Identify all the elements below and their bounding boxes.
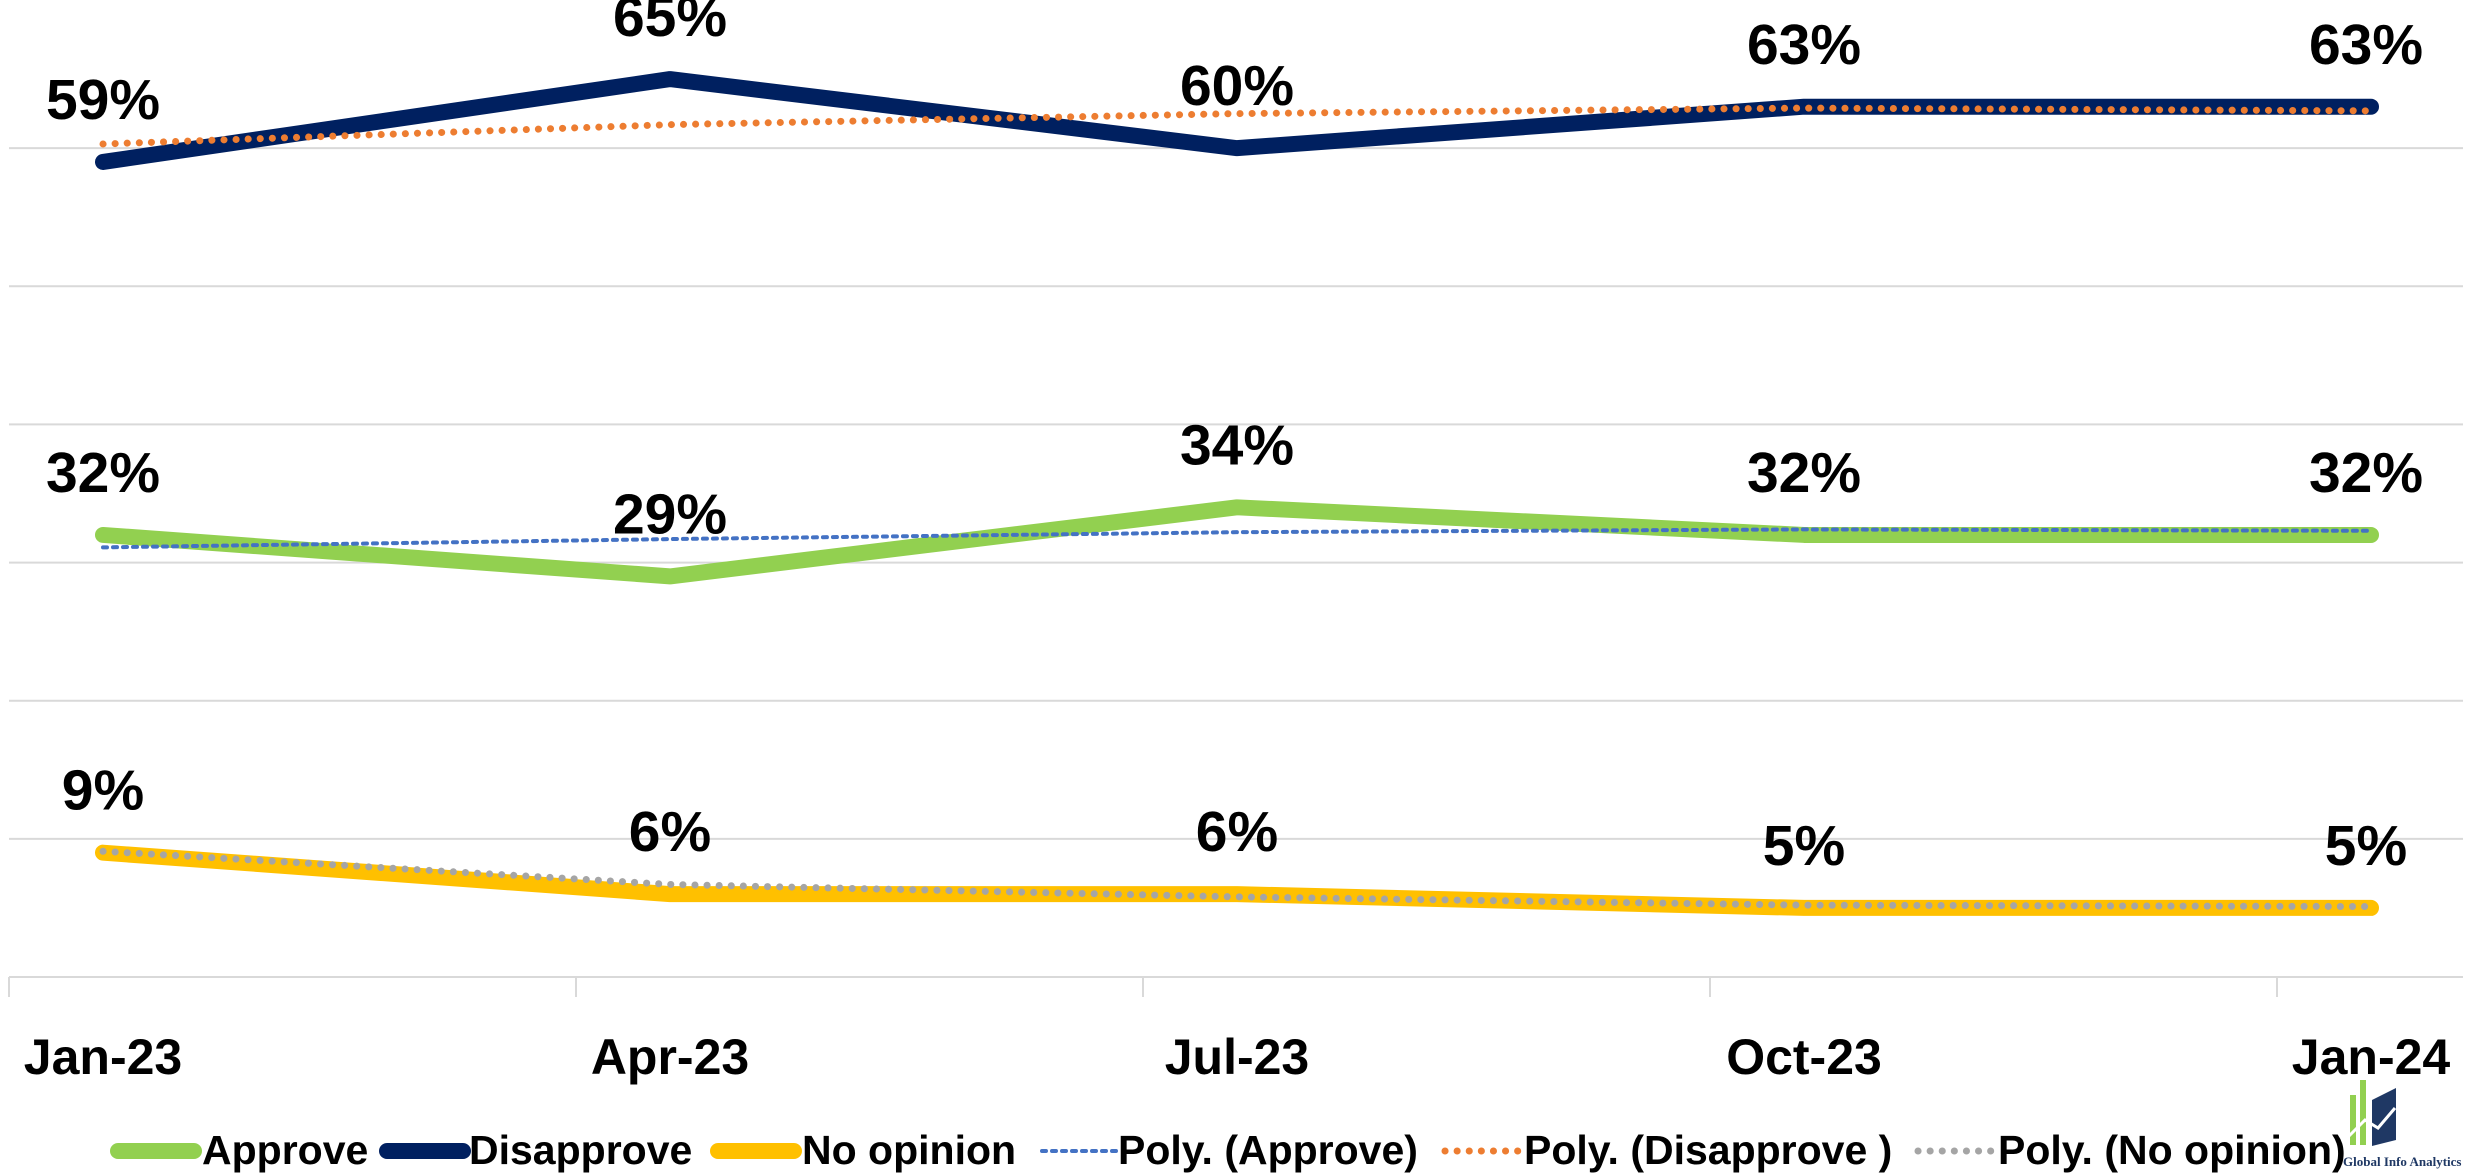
data-label: 5%	[1763, 814, 1845, 878]
watermark: Global Info Analytics	[2343, 1154, 2461, 1169]
series-line	[95, 844, 2379, 916]
data-label: 5%	[2325, 814, 2407, 878]
legend-label: No opinion	[802, 1127, 1016, 1173]
legend-label: Poly. (No opinion)	[1998, 1127, 2346, 1173]
trendline	[101, 527, 2373, 550]
data-label: 9%	[62, 759, 144, 823]
data-label: 32%	[46, 441, 160, 505]
data-label: 59%	[46, 68, 160, 132]
trendline	[99, 104, 2375, 148]
data-label: 63%	[2309, 13, 2423, 77]
series-line	[95, 499, 2379, 585]
data-label: 29%	[613, 482, 727, 546]
x-tick-label: Jul-23	[1165, 1029, 1310, 1085]
logo	[2343, 1080, 2397, 1146]
data-label: 34%	[1180, 413, 1294, 477]
data-label: 6%	[629, 800, 711, 864]
trendline	[99, 847, 2375, 911]
x-tick-label: Jan-23	[24, 1029, 182, 1085]
x-tick-label: Apr-23	[591, 1029, 749, 1085]
legend-label: Poly. (Disapprove )	[1524, 1127, 1892, 1173]
legend-label: Approve	[202, 1127, 368, 1173]
series-line	[95, 71, 2379, 170]
data-label: 32%	[2309, 441, 2423, 505]
data-label: 6%	[1196, 800, 1278, 864]
x-tick-label: Oct-23	[1726, 1029, 1882, 1085]
data-label: 65%	[613, 0, 727, 49]
data-label: 63%	[1747, 13, 1861, 77]
data-label: 32%	[1747, 441, 1861, 505]
data-label: 60%	[1180, 54, 1294, 118]
legend-label: Disapprove	[469, 1127, 692, 1173]
x-tick-label: Jan-24	[2292, 1029, 2451, 1085]
legend-label: Poly. (Approve)	[1118, 1127, 1418, 1173]
